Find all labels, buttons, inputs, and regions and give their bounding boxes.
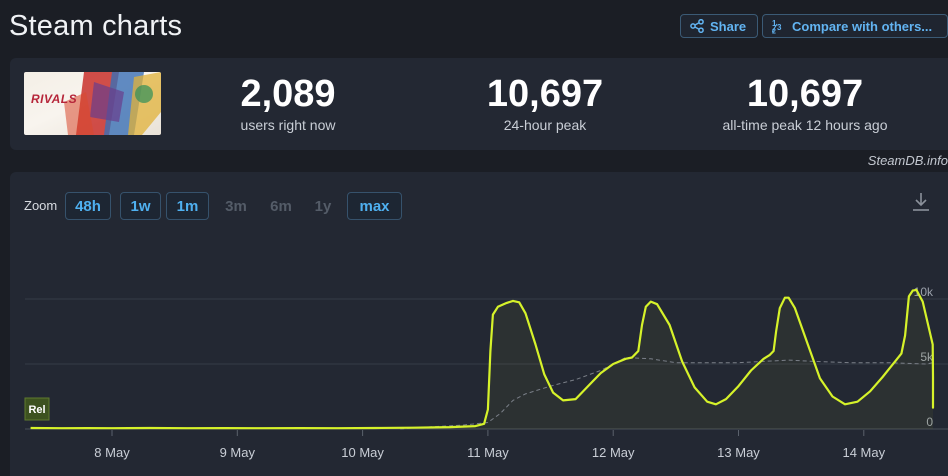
current-players-label: users right now <box>240 117 336 133</box>
y-tick-label: 0 <box>926 415 933 429</box>
current-players-value: 2,089 <box>240 73 336 115</box>
zoom-1m-button[interactable]: 1m <box>166 192 209 220</box>
x-tick-label: 10 May <box>341 445 384 460</box>
share-button[interactable]: Share <box>680 14 758 38</box>
current-players-stat: 2,089 users right now <box>213 74 363 133</box>
zoom-1y-button: 1y <box>314 197 332 215</box>
steamdb-credit[interactable]: SteamDB.info <box>867 153 948 168</box>
release-badge-label: Rel <box>28 404 45 416</box>
share-icon <box>690 19 704 33</box>
game-thumbnail[interactable]: RIVALS <box>24 72 161 135</box>
y-axis-ticks: 10k5k0 <box>914 285 934 429</box>
svg-text:2: 2 <box>772 29 776 35</box>
download-icon <box>912 193 930 216</box>
stats-panel: RIVALS 2,089 users right now 10,697 24-h… <box>10 58 948 150</box>
x-axis-ticks: 8 May 9 May 10 May 11 May 12 May 13 May 14 May <box>94 430 886 460</box>
x-tick-label: 12 May <box>592 445 635 460</box>
x-tick-label: 9 May <box>220 445 256 460</box>
compare-label: Compare with others... <box>792 18 933 34</box>
zoom-48h-button[interactable]: 48h <box>65 192 111 220</box>
game-logo-text: RIVALS <box>31 92 78 106</box>
x-tick-label: 11 May <box>467 445 509 460</box>
x-tick-label: 14 May <box>842 445 885 460</box>
zoom-label: Zoom <box>24 198 58 213</box>
all-time-peak-stat: 10,697 all-time peak 12 hours ago <box>700 74 910 133</box>
all-time-peak-label[interactable]: all-time peak 12 hours ago <box>722 117 888 133</box>
y-tick-label: 5k <box>920 350 934 364</box>
release-marker[interactable]: Rel <box>24 397 50 421</box>
players-area <box>30 289 934 429</box>
peak-24h-value: 10,697 <box>486 73 604 115</box>
svg-text:3: 3 <box>777 23 782 32</box>
page-title: Steam charts <box>9 10 183 42</box>
average-line <box>400 356 934 430</box>
download-button[interactable] <box>912 192 930 217</box>
zoom-6m-button: 6m <box>270 197 292 215</box>
release-badge[interactable] <box>24 397 50 421</box>
peak-24h-label: 24-hour peak <box>503 117 587 133</box>
zoom-3m-button: 3m <box>225 197 247 215</box>
zoom-1w-button[interactable]: 1w <box>120 192 161 220</box>
share-label: Share <box>710 18 747 34</box>
zoom-max-button[interactable]: max <box>347 192 402 220</box>
all-time-peak-value: 10,697 <box>746 73 864 115</box>
x-tick-label: 13 May <box>717 445 760 460</box>
x-tick-label: 8 May <box>94 445 130 460</box>
players-line[interactable] <box>30 288 935 430</box>
peak-24h-stat: 10,697 24-hour peak <box>470 74 620 133</box>
svg-text:1: 1 <box>772 19 777 28</box>
